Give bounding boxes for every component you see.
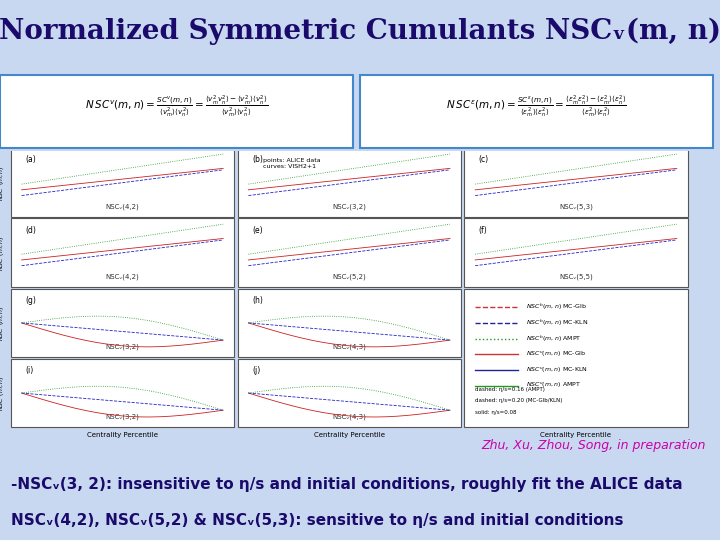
Text: NSCᵥ(3,2): NSCᵥ(3,2) xyxy=(332,204,366,210)
Text: $NSC^b(m,n)$ MC-Glb: $NSC^b(m,n)$ MC-Glb xyxy=(526,302,586,312)
Text: Normalized Symmetric Cumulants NSCᵥ(m, n): Normalized Symmetric Cumulants NSCᵥ(m, n… xyxy=(0,18,720,45)
Text: NSCᵥ(3,2): NSCᵥ(3,2) xyxy=(105,343,140,350)
Text: $NSC^b(m,n)$ MC-KLN: $NSC^b(m,n)$ MC-KLN xyxy=(526,318,588,328)
FancyBboxPatch shape xyxy=(238,148,461,217)
FancyBboxPatch shape xyxy=(11,219,234,287)
FancyBboxPatch shape xyxy=(360,75,713,148)
Text: NSCᵥ(4,2), NSCᵥ(5,2) & NSCᵥ(5,3): sensitive to η/s and initial conditions: NSCᵥ(4,2), NSCᵥ(5,2) & NSCᵥ(5,3): sensit… xyxy=(11,512,624,528)
Text: Centrality Percentile: Centrality Percentile xyxy=(87,431,158,438)
Text: solid: η/s=0.08: solid: η/s=0.08 xyxy=(475,409,517,415)
Text: (e): (e) xyxy=(252,226,263,234)
FancyBboxPatch shape xyxy=(11,148,234,217)
Text: (b): (b) xyxy=(252,156,263,165)
Text: Zhu, Xu, Zhou, Song, in preparation: Zhu, Xu, Zhou, Song, in preparation xyxy=(481,439,706,452)
Text: $NSC^{\varepsilon}(m,n)$: $NSC^{\varepsilon}(m,n)$ xyxy=(0,375,7,411)
Text: NSCᵥ(3,2): NSCᵥ(3,2) xyxy=(105,414,140,420)
Text: (c): (c) xyxy=(479,156,489,165)
Text: dashed: η/s=0.16 (AMPT): dashed: η/s=0.16 (AMPT) xyxy=(475,387,545,392)
FancyBboxPatch shape xyxy=(464,148,688,217)
Text: NSCᵥ(5,2): NSCᵥ(5,2) xyxy=(333,273,366,280)
Text: $NSC^\nu(m,n)$ AMPT: $NSC^\nu(m,n)$ AMPT xyxy=(526,381,581,390)
Text: NSCᵥ(5,3): NSCᵥ(5,3) xyxy=(559,204,593,210)
Text: $N\,SC^v(m,n) = \frac{SC^v(m,n)}{\langle v_m^2 \rangle \langle v_n^2 \rangle} = : $N\,SC^v(m,n) = \frac{SC^v(m,n)}{\langle… xyxy=(85,94,268,119)
Text: -NSCᵥ(3, 2): insensitive to η/s and initial conditions, roughly fit the ALICE da: -NSCᵥ(3, 2): insensitive to η/s and init… xyxy=(11,477,683,492)
Text: NSCᵥ(5,5): NSCᵥ(5,5) xyxy=(559,273,593,280)
Text: (g): (g) xyxy=(25,296,36,305)
FancyBboxPatch shape xyxy=(464,288,688,427)
FancyBboxPatch shape xyxy=(238,359,461,427)
Text: (i): (i) xyxy=(25,366,33,375)
FancyBboxPatch shape xyxy=(238,219,461,287)
Text: NSCᵥ(4,3): NSCᵥ(4,3) xyxy=(332,414,366,420)
Text: (h): (h) xyxy=(252,296,263,305)
Text: dashed: η/s=0.20 (MC-Glb/KLN): dashed: η/s=0.20 (MC-Glb/KLN) xyxy=(475,398,562,403)
Text: (a): (a) xyxy=(25,156,36,165)
Text: (f): (f) xyxy=(479,226,487,234)
Text: points: ALICE data
curves: VISH2+1: points: ALICE data curves: VISH2+1 xyxy=(263,158,320,169)
Text: $NSC^\nu(m,n)$ MC-KLN: $NSC^\nu(m,n)$ MC-KLN xyxy=(526,366,588,375)
Text: $N\,SC^\varepsilon(m,n) = \frac{SC^\varepsilon(m,n)}{\langle \varepsilon_m^2 \ra: $N\,SC^\varepsilon(m,n) = \frac{SC^\vare… xyxy=(446,94,627,119)
Text: $NSC^v(m,n)$: $NSC^v(m,n)$ xyxy=(0,305,7,341)
FancyBboxPatch shape xyxy=(238,288,461,357)
FancyBboxPatch shape xyxy=(464,219,688,287)
Text: Centrality Percentile: Centrality Percentile xyxy=(314,431,384,438)
Text: NSCᵥ(4,2): NSCᵥ(4,2) xyxy=(106,204,139,210)
Text: $NSC^{\varepsilon}(m,n)$: $NSC^{\varepsilon}(m,n)$ xyxy=(0,235,7,271)
Text: Centrality Percentile: Centrality Percentile xyxy=(541,431,611,438)
Text: (j): (j) xyxy=(252,366,260,375)
Text: $NSC^v(m,n)$: $NSC^v(m,n)$ xyxy=(0,165,7,200)
FancyBboxPatch shape xyxy=(0,75,353,148)
Text: $NSC^b(m,n)$ AMPT: $NSC^b(m,n)$ AMPT xyxy=(526,334,581,344)
Text: (d): (d) xyxy=(25,226,36,234)
Text: NSCᵥ(4,2): NSCᵥ(4,2) xyxy=(106,273,139,280)
FancyBboxPatch shape xyxy=(11,359,234,427)
FancyBboxPatch shape xyxy=(11,288,234,357)
Text: NSCᵥ(4,3): NSCᵥ(4,3) xyxy=(332,343,366,350)
Text: $NSC^\nu(m,n)$ MC-Glb: $NSC^\nu(m,n)$ MC-Glb xyxy=(526,350,586,359)
